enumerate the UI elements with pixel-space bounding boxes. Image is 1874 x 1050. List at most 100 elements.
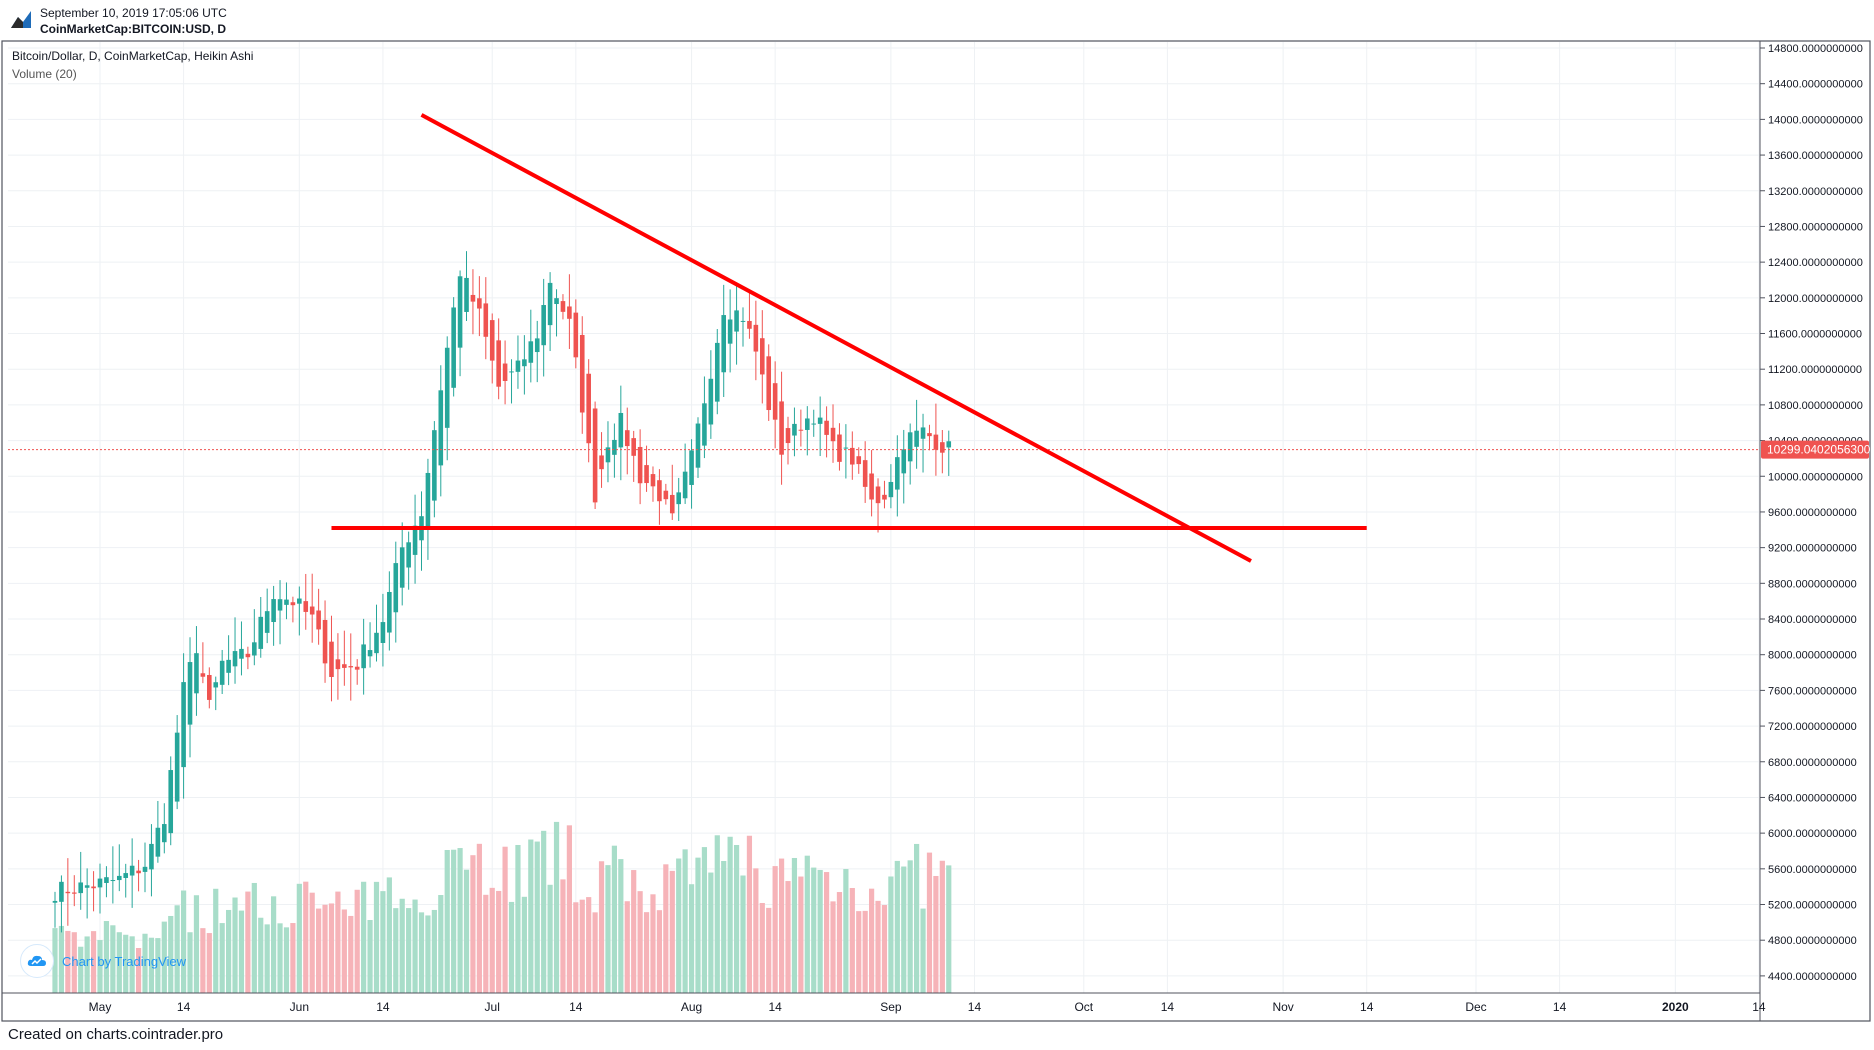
volume-bar bbox=[470, 855, 476, 993]
volume-bar bbox=[598, 861, 605, 993]
volume-bar bbox=[901, 866, 907, 993]
candle-body bbox=[297, 598, 302, 604]
candle-body bbox=[149, 843, 154, 870]
volume-bar bbox=[573, 902, 579, 993]
candle-body bbox=[657, 480, 662, 502]
volume-bar bbox=[290, 923, 296, 993]
candle-body bbox=[322, 619, 328, 664]
candle-body bbox=[59, 881, 64, 902]
volume-bar bbox=[836, 892, 843, 993]
volume-bar bbox=[341, 909, 347, 993]
candle-body bbox=[52, 900, 58, 903]
volume-bar bbox=[65, 930, 71, 993]
volume-bar bbox=[328, 903, 335, 993]
candle-body bbox=[361, 644, 366, 669]
candle-body bbox=[792, 423, 797, 436]
candle-body bbox=[71, 892, 77, 894]
y-tick-label: 9200.0000000000 bbox=[1768, 543, 1857, 555]
candle-body bbox=[837, 434, 842, 462]
volume-bar bbox=[663, 864, 669, 993]
volume-bar bbox=[148, 937, 155, 993]
volume-bar bbox=[656, 910, 663, 993]
candle-body bbox=[502, 363, 508, 381]
volume-bar bbox=[258, 917, 264, 993]
volume-bar bbox=[180, 890, 187, 993]
candle-body bbox=[554, 298, 559, 305]
series-legend[interactable]: Bitcoin/Dollar, D, CoinMarketCap, Heikin… bbox=[12, 49, 254, 63]
candle-body bbox=[624, 430, 630, 447]
volume-bar bbox=[881, 905, 888, 993]
candle-body bbox=[940, 442, 945, 453]
x-tick-label: 14 bbox=[1752, 1000, 1766, 1014]
candle-body bbox=[547, 282, 553, 326]
volume-bar bbox=[361, 881, 367, 993]
candle-body bbox=[155, 827, 161, 857]
candle-body bbox=[116, 875, 122, 881]
candle-body bbox=[856, 456, 862, 465]
volume-bar bbox=[142, 933, 148, 993]
candle-body bbox=[252, 642, 257, 656]
volume-bar bbox=[457, 848, 463, 993]
last-price-tag-label: 10299.0402056300 bbox=[1767, 443, 1871, 457]
volume-bar bbox=[605, 865, 611, 993]
candle-body bbox=[496, 340, 501, 387]
candle-body bbox=[489, 320, 495, 361]
candle-body bbox=[811, 423, 817, 425]
y-tick-label: 11200.0000000000 bbox=[1768, 364, 1862, 376]
candle-body bbox=[573, 312, 579, 358]
candle-body bbox=[663, 490, 669, 500]
candle-body bbox=[406, 542, 411, 568]
volume-bar bbox=[766, 907, 772, 993]
volume-bar bbox=[849, 888, 855, 993]
candle-body bbox=[702, 403, 707, 446]
volume-bar bbox=[926, 852, 933, 993]
volume-bar bbox=[631, 870, 637, 993]
last-price-tag: 10299.0402056300 bbox=[1761, 440, 1871, 459]
candle-body bbox=[644, 465, 649, 484]
volume-bar bbox=[251, 882, 257, 993]
symbol-label: CoinMarketCap:BITCOIN:USD, D bbox=[40, 22, 227, 36]
volume-bar bbox=[856, 911, 862, 993]
volume-bar bbox=[58, 925, 65, 993]
volume-bar bbox=[875, 900, 881, 993]
tradingview-logo-icon bbox=[10, 8, 32, 30]
candle-body bbox=[457, 276, 463, 348]
volume-bar bbox=[226, 909, 232, 993]
volume-bar bbox=[759, 902, 765, 993]
volume-bar bbox=[637, 891, 643, 993]
volume-bar bbox=[444, 850, 450, 993]
volume-legend[interactable]: Volume (20) bbox=[12, 67, 77, 81]
volume-bar bbox=[425, 915, 431, 993]
y-tick-label: 8400.0000000000 bbox=[1768, 614, 1857, 626]
x-tick-label: Jul bbox=[485, 1000, 500, 1014]
candle-body bbox=[875, 486, 881, 504]
volume-bar bbox=[496, 890, 502, 993]
candle-body bbox=[309, 606, 315, 615]
volume-bar bbox=[547, 884, 553, 993]
volume-bar bbox=[187, 932, 193, 993]
candle-body bbox=[65, 891, 71, 894]
volume-bar bbox=[463, 869, 470, 993]
volume-bar bbox=[740, 875, 746, 993]
volume-bar bbox=[946, 865, 952, 993]
volume-bar bbox=[541, 830, 547, 993]
candle-body bbox=[91, 886, 96, 889]
y-tick-label: 6800.0000000000 bbox=[1768, 757, 1857, 769]
candle-body bbox=[399, 547, 405, 588]
volume-bar bbox=[373, 881, 380, 993]
y-tick-label: 4400.0000000000 bbox=[1768, 971, 1857, 983]
volume-bar bbox=[888, 876, 894, 993]
volume-bar bbox=[650, 894, 656, 993]
volume-bar bbox=[502, 846, 508, 993]
y-tick-label: 12800.0000000000 bbox=[1768, 221, 1863, 233]
candle-body bbox=[907, 432, 913, 462]
candle-body bbox=[522, 359, 527, 367]
tradingview-watermark[interactable]: Chart by TradingView bbox=[20, 944, 186, 978]
volume-bar bbox=[920, 908, 926, 993]
candle-body bbox=[843, 447, 849, 449]
y-tick-label: 9600.0000000000 bbox=[1768, 507, 1857, 519]
volume-bar bbox=[354, 889, 360, 993]
candle-body bbox=[560, 301, 566, 312]
volume-bar bbox=[733, 844, 740, 993]
